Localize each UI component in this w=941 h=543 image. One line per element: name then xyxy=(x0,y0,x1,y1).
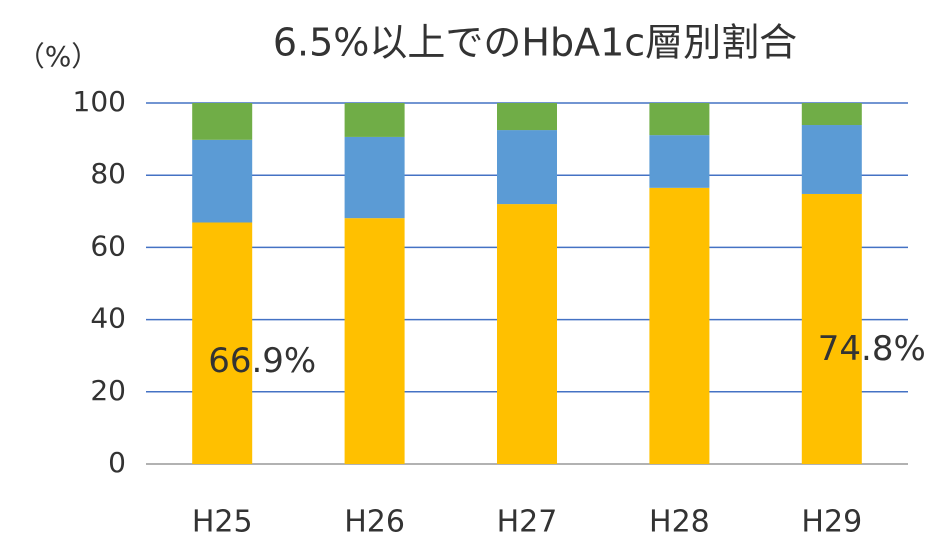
bar-segment xyxy=(649,187,710,464)
bar-segment xyxy=(497,204,557,464)
x-tick-label: H25 xyxy=(192,505,253,540)
bar-segment xyxy=(801,193,862,465)
bar-segment xyxy=(649,103,710,136)
y-tick-label: 80 xyxy=(90,157,126,190)
data-label: 66.9% xyxy=(208,341,316,381)
bar-segment xyxy=(344,136,405,219)
y-tick-label: 0 xyxy=(108,446,126,479)
bar-segment xyxy=(192,139,253,223)
x-tick-label: H27 xyxy=(497,505,558,540)
x-tick-label: H26 xyxy=(344,505,405,540)
bar-segment xyxy=(192,222,253,464)
bar-segment xyxy=(344,218,405,464)
chart-title: 6.5%以上でのHbA1c層別割合 xyxy=(273,21,797,65)
y-tick-label: 60 xyxy=(90,229,126,262)
x-tick-label: H29 xyxy=(801,505,862,540)
y-tick-label: 100 xyxy=(73,85,126,118)
bar-segment xyxy=(497,103,557,131)
y-tick-label: 40 xyxy=(90,302,126,335)
bar-segment xyxy=(344,103,405,137)
bar-segment xyxy=(192,103,253,140)
y-tick-label: 20 xyxy=(90,374,126,407)
bar-segment xyxy=(497,130,557,205)
y-axis-label: （%） xyxy=(17,40,100,73)
bar-segment xyxy=(649,135,710,188)
x-tick-label: H28 xyxy=(649,505,710,540)
bar-segment xyxy=(801,103,862,126)
data-label: 74.8% xyxy=(818,329,926,369)
bar-segment xyxy=(801,125,862,194)
